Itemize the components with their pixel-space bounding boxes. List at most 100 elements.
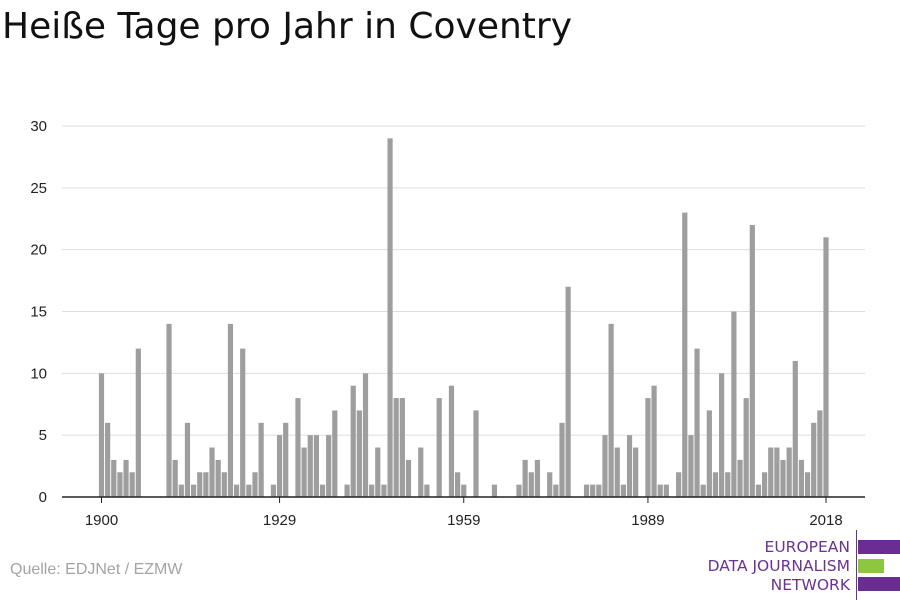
- x-tick-label-2018: 2018: [809, 512, 842, 529]
- bar-2006: [749, 224, 755, 497]
- bar-1913: [178, 484, 184, 497]
- bar-1979: [583, 484, 590, 497]
- bar-1957: [448, 385, 455, 497]
- logo-bar-green: [858, 559, 884, 573]
- bar-1949: [399, 398, 405, 497]
- bar-1976: [565, 286, 571, 497]
- bar-2001: [719, 373, 725, 497]
- bar-2000: [712, 472, 719, 497]
- bar-1924: [246, 484, 252, 497]
- bar-1984: [614, 447, 620, 497]
- bar-1932: [295, 398, 301, 497]
- y-tick-label-10: 10: [30, 365, 47, 382]
- bar-1933: [301, 447, 307, 497]
- bar-1919: [215, 459, 221, 497]
- bar-1900: [98, 373, 105, 497]
- bar-2017: [817, 410, 823, 497]
- bar-1945: [375, 447, 381, 497]
- bar-1986: [626, 435, 633, 497]
- y-tick-label-30: 30: [30, 118, 47, 135]
- bar-1950: [405, 459, 412, 497]
- logo-divider: [856, 530, 857, 600]
- bar-1936: [319, 484, 326, 497]
- bar-1944: [369, 484, 375, 497]
- bar-1971: [534, 459, 541, 497]
- x-tick-label-1989: 1989: [631, 512, 664, 529]
- bar-1925: [252, 472, 258, 497]
- x-tick-label-1929: 1929: [263, 512, 296, 529]
- edjnet-logo: EUROPEAN DATA JOURNALISM NETWORK: [700, 530, 900, 600]
- bar-1964: [491, 484, 498, 497]
- bar-2018: [823, 237, 829, 498]
- bar-1980: [590, 484, 596, 497]
- bar-1947: [387, 138, 393, 497]
- bar-1923: [240, 348, 246, 497]
- bar-1992: [663, 484, 669, 497]
- bar-1996: [688, 435, 694, 497]
- bar-1999: [706, 410, 712, 497]
- bar-1958: [455, 472, 461, 497]
- x-tick-label-1900: 1900: [85, 512, 118, 529]
- bar-2008: [762, 472, 768, 497]
- bar-1903: [117, 472, 123, 497]
- bar-1969: [522, 459, 528, 497]
- bar-2010: [774, 447, 780, 497]
- y-tick-label-0: 0: [39, 489, 47, 506]
- logo-line-european: EUROPEAN: [764, 538, 850, 556]
- bar-1922: [233, 484, 240, 497]
- logo-line-network: NETWORK: [770, 576, 850, 594]
- logo-bar-purple-top: [858, 540, 900, 554]
- bar-1914: [184, 422, 191, 497]
- bar-1994: [676, 472, 682, 497]
- bar-1990: [651, 385, 657, 497]
- bar-2007: [755, 484, 762, 497]
- bar-2002: [725, 472, 731, 497]
- bars: [98, 138, 829, 498]
- bar-1946: [381, 484, 387, 497]
- bar-1948: [393, 398, 399, 497]
- bar-1937: [326, 435, 332, 497]
- x-tick-label-1959: 1959: [447, 512, 480, 529]
- bar-1911: [166, 323, 172, 497]
- bar-1901: [105, 422, 111, 497]
- bar-2014: [798, 459, 805, 497]
- source-note: Quelle: EDJNet / EZMW: [10, 561, 183, 578]
- bar-1953: [424, 484, 430, 497]
- bar-1915: [191, 484, 197, 497]
- bar-1941: [350, 385, 356, 497]
- bar-1905: [129, 472, 135, 497]
- bar-2012: [786, 447, 792, 497]
- y-tick-label-25: 25: [30, 180, 47, 197]
- bar-1952: [418, 447, 424, 497]
- bar-2016: [811, 422, 817, 497]
- bar-2003: [731, 311, 737, 497]
- bar-1961: [473, 410, 479, 497]
- bar-1928: [270, 484, 277, 497]
- bar-1904: [123, 459, 129, 497]
- bar-1942: [356, 410, 362, 497]
- bar-2005: [743, 398, 749, 497]
- bar-1930: [283, 422, 289, 497]
- bar-1970: [528, 472, 534, 497]
- bar-1926: [258, 422, 264, 497]
- bar-1998: [700, 484, 706, 497]
- bar-1983: [608, 323, 614, 497]
- logo-line-data-journalism: DATA JOURNALISM: [707, 557, 850, 575]
- bar-1968: [516, 484, 522, 497]
- bar-1955: [436, 398, 442, 497]
- bar-1987: [633, 447, 639, 497]
- y-tick-label-5: 5: [39, 427, 47, 444]
- bar-1918: [209, 447, 215, 497]
- axes: 0 5 10 15 20 25 30 1900 1929 1959 1989 2018: [30, 118, 865, 529]
- bar-1959: [461, 484, 467, 497]
- bar-1912: [172, 459, 178, 497]
- y-tick-label-15: 15: [30, 304, 47, 321]
- bar-1989: [645, 398, 651, 497]
- bar-1934: [307, 435, 313, 497]
- bar-2013: [792, 360, 798, 497]
- bar-1995: [682, 212, 688, 497]
- bar-1906: [135, 348, 141, 497]
- gridlines: [62, 125, 865, 436]
- bar-1982: [602, 435, 608, 497]
